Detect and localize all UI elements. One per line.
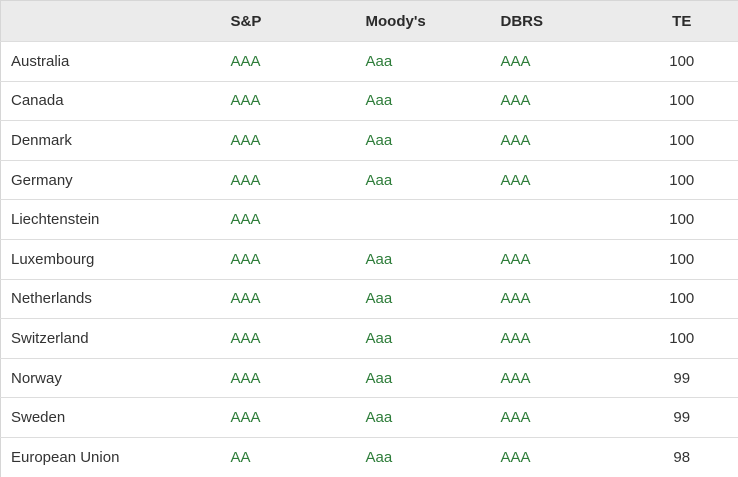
table-row: Netherlands AAA Aaa AAA 100	[0, 278, 738, 319]
te-score-cell: 100	[625, 80, 738, 121]
te-score-cell: 98	[625, 436, 738, 477]
moodys-rating-cell[interactable]: Aaa	[355, 159, 491, 200]
sp-rating-cell[interactable]: AAA	[220, 41, 356, 82]
te-score-cell: 100	[625, 120, 738, 161]
table-row: Sweden AAA Aaa AAA 99	[0, 397, 738, 438]
country-cell: Luxembourg	[0, 238, 221, 280]
dbrs-rating-cell[interactable]: AAA	[490, 318, 626, 359]
dbrs-rating-cell[interactable]: AAA	[490, 278, 626, 319]
header-moodys: Moody's	[355, 0, 491, 42]
dbrs-rating-cell[interactable]: AAA	[490, 397, 626, 438]
te-score-cell: 99	[625, 357, 738, 398]
table-row: Australia AAA Aaa AAA 100	[0, 41, 738, 82]
moodys-rating-cell[interactable]: Aaa	[355, 41, 491, 82]
country-cell: Canada	[0, 80, 221, 121]
sp-rating-cell[interactable]: AAA	[220, 318, 356, 359]
sp-rating-cell[interactable]: AAA	[220, 80, 356, 121]
header-te: TE	[625, 0, 738, 42]
te-score-cell: 99	[625, 397, 738, 438]
te-score-cell: 100	[625, 318, 738, 359]
te-score-cell: 100	[625, 159, 738, 200]
sp-rating-cell[interactable]: AAA	[220, 357, 356, 398]
te-score-cell: 100	[625, 199, 738, 240]
country-cell: Liechtenstein	[0, 199, 221, 240]
moodys-rating-cell[interactable]: Aaa	[355, 397, 491, 438]
dbrs-rating-cell[interactable]: AAA	[490, 120, 626, 161]
sp-rating-cell[interactable]: AAA	[220, 397, 356, 438]
country-cell: Sweden	[0, 397, 221, 438]
te-score-cell: 100	[625, 238, 738, 280]
sp-rating-cell[interactable]: AAA	[220, 199, 356, 240]
country-cell: Denmark	[0, 120, 221, 161]
dbrs-rating-cell[interactable]: AAA	[490, 80, 626, 121]
dbrs-rating-cell	[490, 199, 626, 240]
header-dbrs: DBRS	[490, 0, 626, 42]
header-sp: S&P	[220, 0, 356, 42]
table-row: Canada AAA Aaa AAA 100	[0, 80, 738, 121]
moodys-rating-cell[interactable]: Aaa	[355, 80, 491, 121]
table-row: Switzerland AAA Aaa AAA 100	[0, 318, 738, 359]
header-row: S&P Moody's DBRS TE	[0, 0, 738, 42]
country-cell: Norway	[0, 357, 221, 398]
country-cell: Switzerland	[0, 318, 221, 359]
country-cell: Australia	[0, 41, 221, 82]
sp-rating-cell[interactable]: AAA	[220, 238, 356, 280]
table-header: S&P Moody's DBRS TE	[0, 0, 738, 42]
header-country	[0, 0, 221, 42]
table-body: Australia AAA Aaa AAA 100 Canada AAA Aaa AAA 100 D…	[0, 41, 738, 477]
country-cell: European Union	[0, 436, 221, 477]
te-score-cell: 100	[625, 278, 738, 319]
dbrs-rating-cell[interactable]: AAA	[490, 41, 626, 82]
moodys-rating-cell[interactable]: Aaa	[355, 238, 491, 280]
table-row: European Union AA Aaa AAA 98	[0, 436, 738, 477]
table-row: Liechtenstein AAA 100	[0, 199, 738, 240]
dbrs-rating-cell[interactable]: AAA	[490, 357, 626, 398]
table-row: Germany AAA Aaa AAA 100	[0, 159, 738, 200]
sp-rating-cell[interactable]: AAA	[220, 278, 356, 319]
table-row: Luxembourg AAA Aaa AAA 100	[0, 238, 738, 280]
table-row: Norway AAA Aaa AAA 99	[0, 357, 738, 398]
moodys-rating-cell[interactable]: Aaa	[355, 436, 491, 477]
country-cell: Germany	[0, 159, 221, 200]
moodys-rating-cell[interactable]: Aaa	[355, 278, 491, 319]
te-score-cell: 100	[625, 41, 738, 82]
sp-rating-cell[interactable]: AA	[220, 436, 356, 477]
moodys-rating-cell[interactable]: Aaa	[355, 120, 491, 161]
moodys-rating-cell	[355, 199, 491, 240]
moodys-rating-cell[interactable]: Aaa	[355, 318, 491, 359]
sp-rating-cell[interactable]: AAA	[220, 159, 356, 200]
dbrs-rating-cell[interactable]: AAA	[490, 436, 626, 477]
dbrs-rating-cell[interactable]: AAA	[490, 159, 626, 200]
table-row: Denmark AAA Aaa AAA 100	[0, 120, 738, 161]
country-cell: Netherlands	[0, 278, 221, 319]
sp-rating-cell[interactable]: AAA	[220, 120, 356, 161]
dbrs-rating-cell[interactable]: AAA	[490, 238, 626, 280]
moodys-rating-cell[interactable]: Aaa	[355, 357, 491, 398]
